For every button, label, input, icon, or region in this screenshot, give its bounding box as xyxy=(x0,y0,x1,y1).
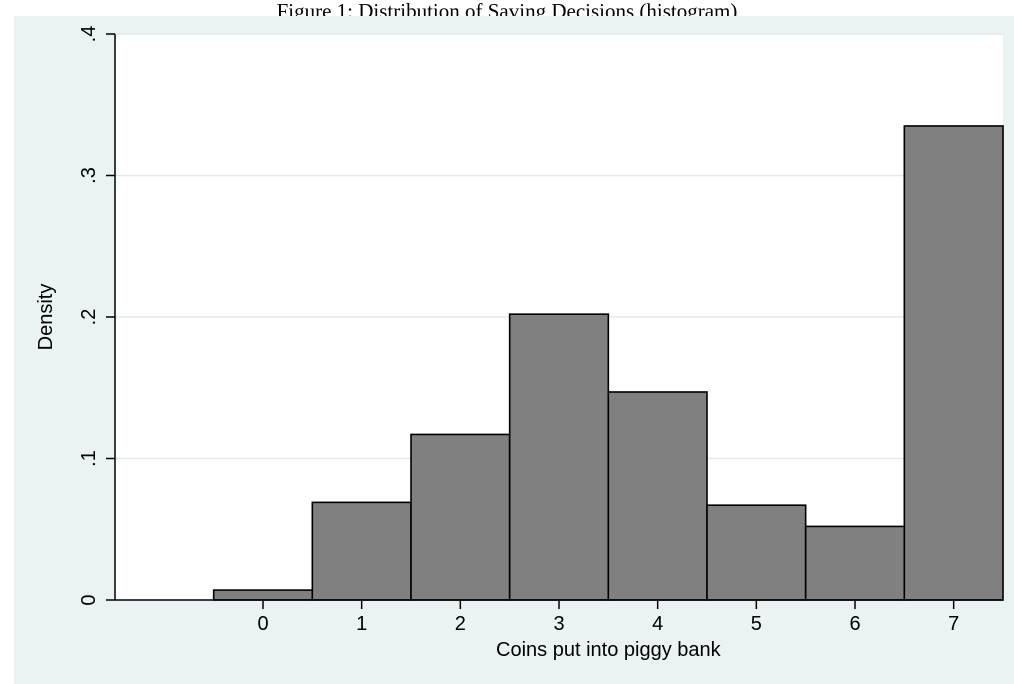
y-tick-label-3: .3 xyxy=(78,167,100,184)
y-tick-label-1: .1 xyxy=(78,450,100,467)
x-tick-label-5: 5 xyxy=(751,613,762,635)
x-tick-label-7: 7 xyxy=(948,613,959,635)
bar-7 xyxy=(903,125,1004,601)
bar-4 xyxy=(607,391,708,601)
x-axis-ticks: 0 1 2 3 4 5 6 7 xyxy=(257,600,959,635)
bars xyxy=(212,125,1004,601)
x-tick-label-1: 1 xyxy=(356,613,367,635)
y-axis-title: Density xyxy=(35,284,57,351)
bar-1 xyxy=(311,501,412,601)
bar-6 xyxy=(804,525,906,601)
bar-2 xyxy=(410,433,511,601)
x-tick-label-3: 3 xyxy=(553,613,564,635)
x-tick-label-0: 0 xyxy=(257,613,268,635)
x-tick-label-4: 4 xyxy=(652,613,663,635)
x-tick-label-2: 2 xyxy=(455,613,466,635)
bar-3 xyxy=(508,313,610,601)
x-tick-label-6: 6 xyxy=(849,613,860,635)
y-tick-label-2: .2 xyxy=(78,309,100,326)
y-axis-ticks: 0 .1 .2 .3 .4 xyxy=(78,26,115,606)
y-tick-label-4: .4 xyxy=(78,26,100,43)
x-axis-title: Coins put into piggy bank xyxy=(496,639,722,661)
y-tick-label-0: 0 xyxy=(78,594,100,605)
bar-5 xyxy=(706,504,807,601)
bar-0 xyxy=(212,589,314,601)
